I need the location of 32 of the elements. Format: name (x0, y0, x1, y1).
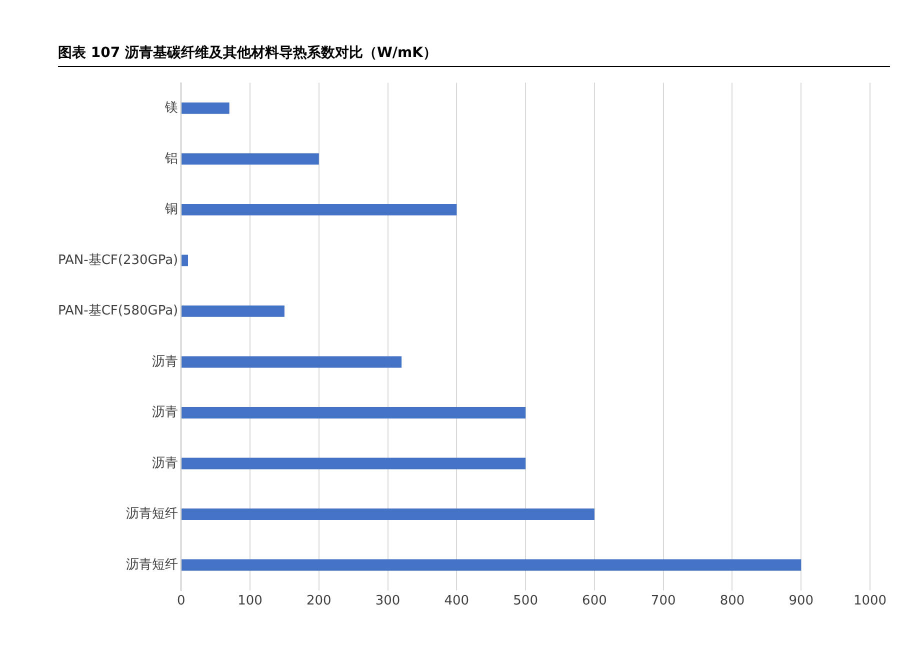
x-tick-label: 400 (444, 594, 470, 609)
x-tick-label: 0 (176, 594, 186, 609)
x-tick-label: 800 (720, 594, 745, 609)
bar (182, 204, 457, 216)
bar (182, 356, 402, 368)
bar (182, 254, 188, 266)
bar (182, 153, 319, 165)
y-tick-label: 铜 (164, 202, 178, 218)
bar (182, 306, 284, 317)
y-tick-label: 沥青 (152, 354, 178, 370)
bar (182, 458, 526, 470)
chart-title: 图表 107 沥青基碳纤维及其他材料导热系数对比（W/mK） (58, 44, 890, 67)
y-tick-label: 沥青短纤 (126, 506, 178, 522)
x-tick-label: 900 (788, 594, 814, 609)
x-tick-label: 700 (650, 594, 676, 609)
x-tick-label: 300 (375, 594, 400, 609)
x-tick-label: 600 (582, 594, 607, 609)
x-tick-label: 1000 (853, 594, 887, 609)
bar (182, 102, 230, 114)
bar (182, 559, 802, 571)
y-tick-label: 铝 (164, 151, 178, 166)
y-tick-label: PAN-基CF(580GPa) (58, 304, 178, 319)
y-tick-label: PAN-基CF(230GPa) (58, 252, 178, 268)
y-tick-label: 沥青 (152, 456, 178, 471)
y-tick-label: 沥青短纤 (126, 557, 178, 572)
y-tick-label: 沥青 (152, 405, 178, 420)
x-tick-label: 100 (238, 594, 262, 609)
y-tick-label: 镁 (164, 100, 178, 116)
bar (182, 508, 594, 520)
x-tick-label: 500 (513, 594, 538, 609)
x-tick-label: 200 (306, 594, 332, 609)
bar (182, 407, 526, 418)
